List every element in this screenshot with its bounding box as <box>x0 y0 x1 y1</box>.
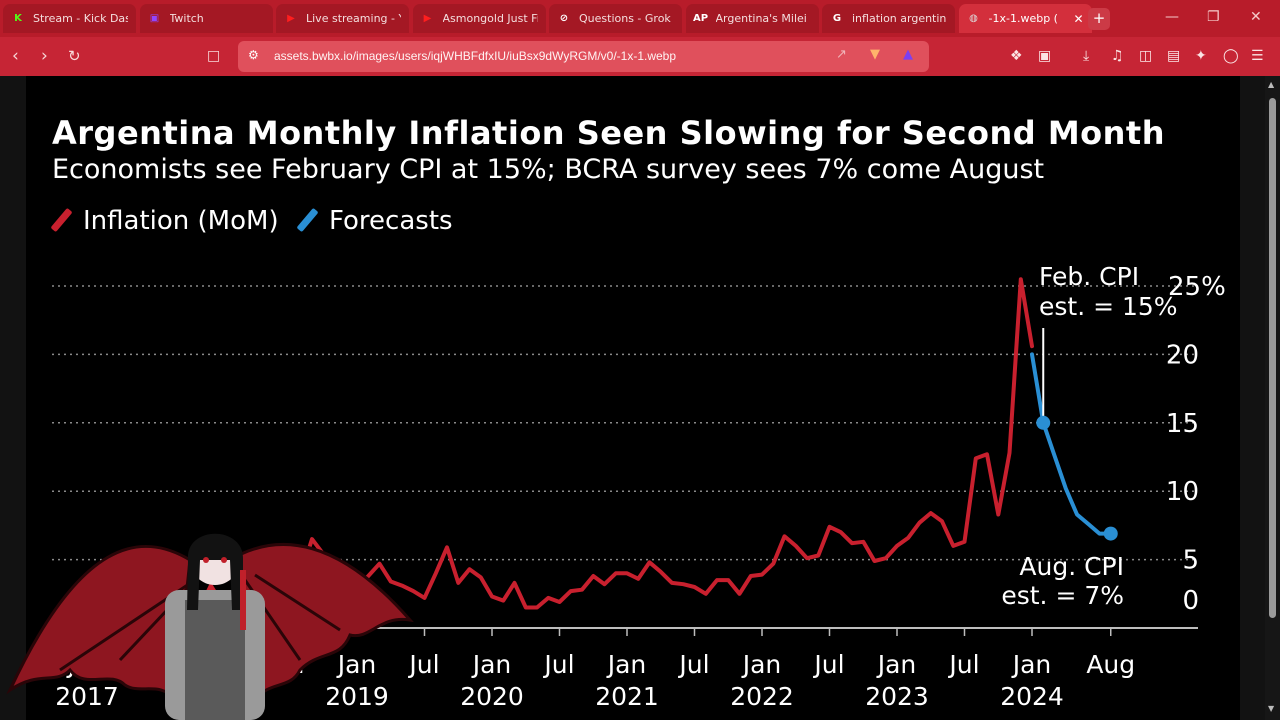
back-icon[interactable]: ‹ <box>12 46 19 66</box>
tab-2[interactable]: ▶ Live streaming - YouTube <box>276 4 409 33</box>
legend-item-inflation: Inflation (MoM) <box>50 206 279 236</box>
x-tick-year-label: 2020 <box>460 682 524 711</box>
x-tick-label: Jul <box>542 650 574 679</box>
y-tick-label: 5 <box>1182 546 1199 576</box>
leo-ai-icon[interactable]: ✦ <box>1195 48 1207 64</box>
address-bar[interactable]: ⚙ assets.bwbx.io/images/users/iqjWHBFdfx… <box>238 41 929 72</box>
tab-title: Live streaming - YouTube <box>306 12 401 25</box>
tab-title: Twitch <box>169 12 204 25</box>
y-tick-label: 0 <box>1182 586 1199 616</box>
x-tick-label: Jul <box>407 650 439 679</box>
x-tick-year-label: 2023 <box>865 682 929 711</box>
x-tick-label: Jan <box>471 650 512 679</box>
x-tick-year-label: 2017 <box>55 682 119 711</box>
x-tick-year-label: 2022 <box>730 682 794 711</box>
window-close-icon[interactable]: ✕ <box>1250 9 1262 25</box>
tab-title: inflation argentina <box>852 12 947 25</box>
legend-item-forecasts: Forecasts <box>296 206 453 236</box>
tab-1[interactable]: ▣ Twitch <box>139 4 273 33</box>
tab-title: Questions - Grok <box>579 12 671 25</box>
forecast-point-feb <box>1036 415 1051 430</box>
annotation-aug-line2: est. = 7% <box>1001 581 1124 610</box>
brave-shields-icon[interactable]: ▼ <box>870 47 880 62</box>
legend-label-forecasts: Forecasts <box>329 206 453 236</box>
wallet-icon[interactable]: ▤ <box>1167 48 1181 64</box>
vpn-shield-icon[interactable]: ◯ <box>1223 48 1239 64</box>
legend-label-inflation: Inflation (MoM) <box>83 206 279 236</box>
menu-icon[interactable]: ☰ <box>1251 48 1264 64</box>
scroll-up-icon[interactable]: ▲ <box>1268 80 1275 89</box>
chart-title: Argentina Monthly Inflation Seen Slowing… <box>52 114 1165 152</box>
browser-toolbar: ‹ › ↻ □ ⚙ assets.bwbx.io/images/users/iq… <box>0 37 1280 76</box>
kick-icon: K <box>14 13 22 24</box>
annotation-aug-line1: Aug. CPI <box>1019 552 1124 581</box>
site-info-icon[interactable]: ⚙ <box>248 48 259 62</box>
x-tick-label: Jan <box>606 650 647 679</box>
close-tab-icon[interactable]: ✕ <box>1073 11 1084 26</box>
x-tick-year-label: 2019 <box>325 682 389 711</box>
x-tick-label: Jan <box>876 650 917 679</box>
x-tick-year-label: 2021 <box>595 682 659 711</box>
maximize-icon[interactable]: ❐ <box>1207 9 1220 25</box>
download-icon[interactable]: ⤓ <box>1083 48 1090 64</box>
y-tick-label: 25% <box>1168 272 1226 302</box>
scroll-down-icon[interactable]: ▼ <box>1268 704 1275 713</box>
x-tick-label: Jul <box>947 650 979 679</box>
globe-icon: ◍ <box>969 13 978 24</box>
scrollbar[interactable]: ▲ ▼ <box>1265 76 1280 720</box>
twitch-icon: ▣ <box>149 13 160 24</box>
youtube-icon: ▶ <box>423 13 432 24</box>
tab-strip: K Stream - Kick Dashboard ▣ Twitch ▶ Live str… <box>0 0 1280 37</box>
x-tick-label: Jan <box>1011 650 1052 679</box>
music-icon[interactable]: ♫ <box>1111 48 1124 64</box>
scrollbar-thumb[interactable] <box>1269 98 1276 618</box>
url-text[interactable]: assets.bwbx.io/images/users/iqjWHBFdfxIU… <box>274 49 677 63</box>
annotation-feb-line2: est. = 15% <box>1039 292 1178 321</box>
forecast-point-aug <box>1103 526 1118 541</box>
tab-title: Asmongold Just Fixed <box>442 12 538 25</box>
tab-title: -1x-1.webp ( <box>988 12 1058 25</box>
sidebar-icon[interactable]: ◫ <box>1139 48 1153 64</box>
vtuber-avatar-overlay <box>6 533 414 720</box>
x-tick-label: Jul <box>677 650 709 679</box>
youtube-icon: ▶ <box>287 13 295 24</box>
chart-subtitle: Economists see February CPI at 15%; BCRA… <box>52 154 1045 185</box>
tab-5[interactable]: AP Argentina's Milei <box>685 4 819 33</box>
forward-icon[interactable]: › <box>41 46 48 66</box>
x-tick-label: Jan <box>741 650 782 679</box>
share-icon[interactable]: ↗ <box>836 47 847 62</box>
tab-3[interactable]: ▶ Asmongold Just Fixed <box>412 4 546 33</box>
tab-7[interactable]: ◍ -1x-1.webp ( ✕ <box>958 4 1092 33</box>
extensions-icon[interactable]: ❖ <box>1010 48 1023 64</box>
reload-icon[interactable]: ↻ <box>68 47 81 65</box>
annotation-feb-line1: Feb. CPI <box>1039 262 1139 291</box>
tab-search-icon[interactable]: ▣ <box>1038 48 1052 64</box>
y-tick-label: 10 <box>1166 477 1199 507</box>
tab-0[interactable]: K Stream - Kick Dashboard <box>3 4 136 33</box>
tab-title: Stream - Kick Dashboard <box>33 12 128 25</box>
y-tick-label: 15 <box>1166 409 1199 439</box>
tab-4[interactable]: ⊘ Questions - Grok <box>549 4 682 33</box>
ap-news-icon: AP <box>692 13 709 24</box>
new-tab-button[interactable]: + <box>1088 8 1110 30</box>
x-tick-label: Aug <box>1086 650 1135 679</box>
x-tick-label: Jul <box>812 650 844 679</box>
grok-icon: ⊘ <box>559 13 569 24</box>
tab-title: Argentina's Milei <box>715 12 807 25</box>
x-tick-label: Jan <box>336 650 377 679</box>
brave-rewards-icon[interactable]: ▲ <box>903 47 913 62</box>
bookmark-icon[interactable]: □ <box>207 48 221 64</box>
x-tick-year-label: 2024 <box>1000 682 1064 711</box>
google-icon: G <box>832 13 842 24</box>
minimize-icon[interactable]: — <box>1165 9 1179 25</box>
y-tick-label: 20 <box>1166 340 1199 370</box>
